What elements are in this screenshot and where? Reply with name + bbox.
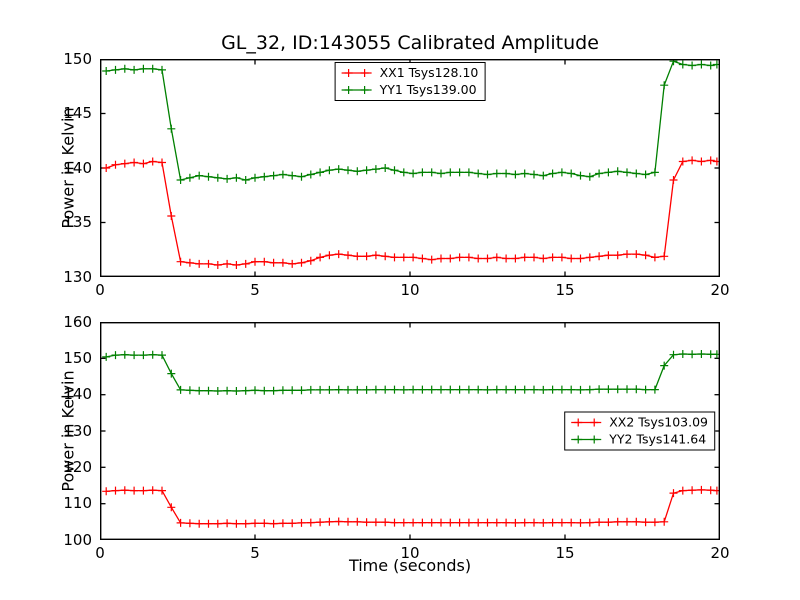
legend-entry: XX2 Tsys103.09	[570, 415, 708, 431]
series-line-YY2	[106, 353, 717, 392]
legend-entry: XX1 Tsys128.10	[341, 65, 479, 81]
legend-line-sample	[341, 69, 372, 77]
top-y-tick-label: 130	[63, 267, 92, 286]
bottom-x-tick-label: 15	[555, 544, 575, 562]
axes-frame	[100, 59, 720, 277]
bottom-plot-svg	[100, 322, 720, 540]
series-line-XX2	[106, 489, 717, 525]
bottom-y-tick-label: 100	[63, 530, 92, 549]
bottom-y-tick-label: 120	[63, 457, 92, 476]
axes-frame	[100, 322, 720, 540]
top-y-tick-label: 150	[63, 49, 92, 68]
bottom-x-tick-label: 0	[95, 544, 105, 562]
bottom-x-tick-label: 20	[710, 544, 730, 562]
bottom-plot-area	[100, 322, 720, 540]
bottom-y-tick-label: 140	[63, 385, 92, 404]
legend-entry: YY1 Tsys139.00	[341, 82, 479, 98]
bottom-x-tick-label: 10	[400, 544, 420, 562]
bottom-legend: XX2 Tsys103.09 YY2 Tsys141.64	[564, 411, 715, 451]
legend-line-sample	[571, 418, 602, 427]
legend-label: YY2 Tsys141.64	[609, 431, 707, 447]
bottom-y-tick-label: 130	[63, 421, 92, 440]
top-y-tick-label: 145	[63, 104, 92, 122]
legend-line-sample	[571, 435, 602, 444]
x-axis-label: Time (seconds)	[348, 556, 472, 575]
top-x-tick-label: 20	[710, 281, 730, 299]
top-x-tick-label: 5	[250, 281, 260, 299]
legend-line-sample	[341, 86, 372, 94]
series-markers-YY1	[102, 59, 720, 184]
top-plot-area	[100, 59, 720, 277]
top-x-tick-label: 10	[400, 281, 420, 299]
series-markers-YY2	[102, 350, 720, 395]
top-x-tick-label: 15	[555, 281, 575, 299]
bottom-y-tick-label: 160	[63, 312, 92, 331]
legend-label: XX1 Tsys128.10	[379, 65, 479, 80]
top-y-tick-label: 140	[63, 158, 92, 177]
bottom-y-tick-label: 110	[63, 494, 92, 513]
bottom-x-tick-label: 5	[250, 544, 260, 562]
legend-label: YY1 Tsys139.00	[379, 82, 477, 97]
legend-label: XX2 Tsys103.09	[609, 414, 708, 430]
legend-entry: YY2 Tsys141.64	[570, 432, 708, 448]
series-markers-XX2	[102, 485, 720, 528]
top-legend: XX1 Tsys128.10 YY1 Tsys139.00	[334, 62, 486, 101]
top-plot-svg	[100, 59, 720, 277]
figure-title: GL_32, ID:143055 Calibrated Amplitude	[221, 32, 599, 54]
top-y-tick-label: 135	[63, 213, 92, 231]
top-x-tick-label: 0	[95, 281, 105, 299]
series-markers-XX1	[102, 156, 720, 269]
bottom-y-tick-label: 150	[63, 348, 92, 367]
